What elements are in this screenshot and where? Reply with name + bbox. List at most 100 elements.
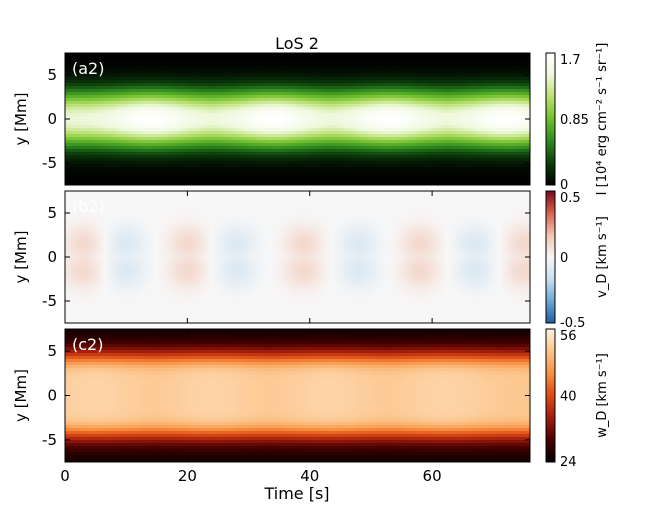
heatmap-cell (260, 116, 264, 120)
heatmap-cell (212, 113, 216, 117)
heatmap-cell (335, 53, 339, 57)
heatmap-cell (383, 95, 387, 99)
heatmap-cell (260, 92, 264, 96)
heatmap-cell (500, 110, 504, 114)
heatmap-cell (368, 59, 372, 63)
heatmap-cell (377, 62, 381, 66)
heatmap-cell (146, 107, 150, 111)
heatmap-cell (305, 53, 309, 57)
heatmap-cell (236, 74, 240, 78)
heatmap-cell (467, 122, 471, 126)
heatmap-cell (401, 116, 405, 120)
heatmap-cell (83, 116, 87, 120)
heatmap-cell (488, 56, 492, 60)
heatmap-cell (365, 134, 369, 138)
heatmap-cell (83, 134, 87, 138)
heatmap-cell (524, 56, 528, 60)
heatmap-cell (242, 128, 246, 132)
heatmap-cell (182, 122, 186, 126)
heatmap-cell (134, 137, 138, 141)
heatmap-cell (245, 122, 249, 126)
heatmap-cell (275, 92, 279, 96)
heatmap-cell (149, 104, 153, 108)
heatmap-cell (80, 131, 84, 135)
heatmap-cell (191, 98, 195, 102)
heatmap-cell (344, 119, 348, 123)
heatmap-cell (110, 128, 114, 132)
heatmap-cell (470, 83, 474, 87)
heatmap-cell (461, 107, 465, 111)
heatmap-cell (452, 74, 456, 78)
heatmap-cell (380, 131, 384, 135)
heatmap-cell (365, 116, 369, 120)
heatmap-cell (338, 143, 342, 147)
heatmap-cell (422, 101, 426, 105)
heatmap-cell (485, 122, 489, 126)
heatmap-cell (473, 119, 477, 123)
heatmap-cell (119, 134, 123, 138)
heatmap-cell (143, 83, 147, 87)
heatmap-cell (224, 134, 228, 138)
heatmap-cell (185, 137, 189, 141)
heatmap-cell (527, 71, 531, 75)
heatmap-cell (515, 65, 519, 69)
heatmap-cell (242, 53, 246, 57)
heatmap-cell (458, 116, 462, 120)
heatmap-cell (269, 65, 273, 69)
heatmap-cell (512, 131, 516, 135)
heatmap-cell (137, 113, 141, 117)
heatmap-cell (299, 119, 303, 123)
heatmap-cell (212, 119, 216, 123)
heatmap-cell (131, 59, 135, 63)
heatmap-cell (338, 65, 342, 69)
heatmap-cell (527, 89, 531, 93)
heatmap-cell (68, 137, 72, 141)
heatmap-cell (167, 71, 171, 75)
heatmap-cell (164, 62, 168, 66)
heatmap-cell (161, 59, 165, 63)
heatmap-cell (305, 140, 309, 144)
heatmap-cell (362, 131, 366, 135)
heatmap-cell (422, 71, 426, 75)
heatmap-cell (101, 71, 105, 75)
heatmap-cell (194, 71, 198, 75)
heatmap-cell (296, 83, 300, 87)
heatmap-cell (110, 71, 114, 75)
heatmap-cell (512, 107, 516, 111)
heatmap-cell (443, 65, 447, 69)
heatmap-cell (164, 110, 168, 114)
heatmap-cell (281, 146, 285, 150)
heatmap-cell (146, 104, 150, 108)
heatmap-cell (329, 77, 333, 81)
heatmap-cell (188, 119, 192, 123)
heatmap-cell (362, 122, 366, 126)
heatmap-cell (110, 101, 114, 105)
heatmap-cell (92, 83, 96, 87)
heatmap-cell (140, 104, 144, 108)
heatmap-cell (125, 146, 129, 150)
heatmap-cell (524, 92, 528, 96)
heatmap-cell (413, 89, 417, 93)
heatmap-cell (278, 56, 282, 60)
heatmap-cell (143, 140, 147, 144)
heatmap-cell (413, 140, 417, 144)
heatmap-cell (362, 101, 366, 105)
heatmap-cell (386, 113, 390, 117)
heatmap-cell (446, 134, 450, 138)
heatmap-cell (407, 143, 411, 147)
heatmap-cell (344, 113, 348, 117)
heatmap-cell (470, 71, 474, 75)
heatmap-cell (473, 116, 477, 120)
heatmap-cell (272, 107, 276, 111)
heatmap-cell (296, 98, 300, 102)
heatmap-cell (224, 125, 228, 129)
heatmap-cell (461, 119, 465, 123)
heatmap-cell (317, 107, 321, 111)
heatmap-cell (218, 131, 222, 135)
heatmap-cell (95, 71, 99, 75)
heatmap-cell (170, 74, 174, 78)
heatmap-cell (443, 56, 447, 60)
heatmap-cell (101, 146, 105, 150)
heatmap-cell (134, 134, 138, 138)
heatmap-cell (86, 74, 90, 78)
